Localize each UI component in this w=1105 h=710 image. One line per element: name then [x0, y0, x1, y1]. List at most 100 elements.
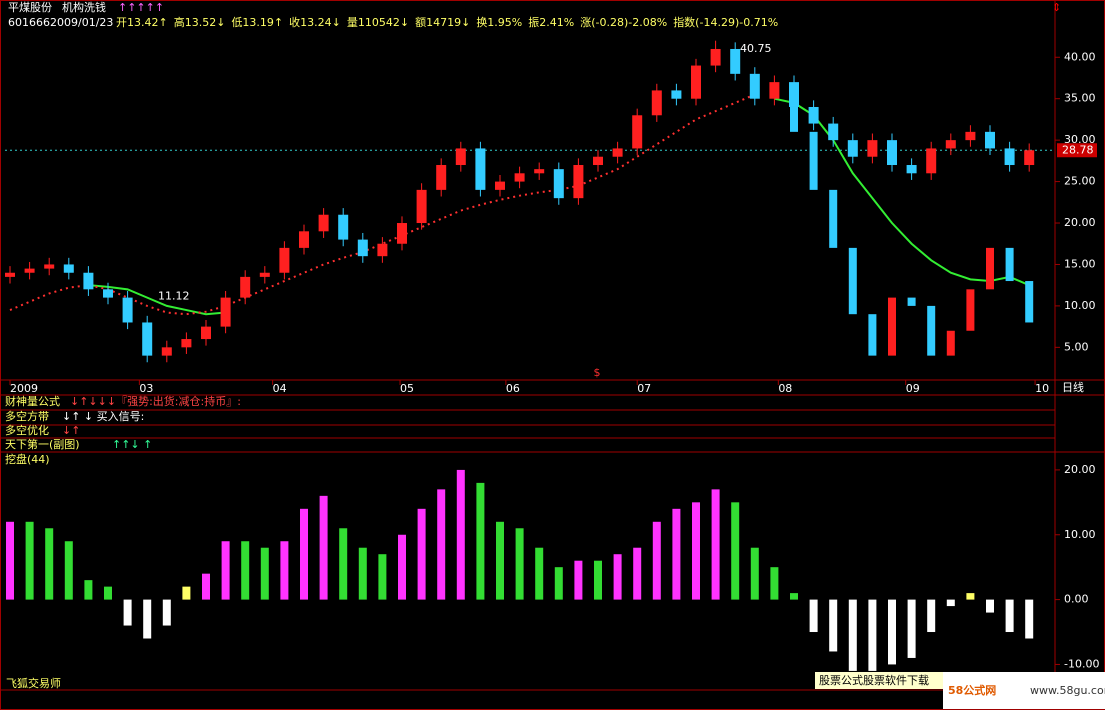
histogram-bar [260, 547, 269, 600]
quote-field: 高13.52↓ [174, 15, 226, 29]
histogram-bar [1005, 599, 1014, 633]
watermark-box [815, 672, 943, 689]
y-tick-label: 30.00 [1064, 133, 1096, 146]
last-price-label: 28.78 [1062, 143, 1094, 156]
watermark-url: www.58gu.com [1030, 684, 1105, 697]
quote-line: 开13.42↑ 高13.52↓ 低13.19↑ 收13.24↓ 量110542↓ 额147… [116, 15, 778, 29]
signal-marker: $ [594, 366, 601, 379]
candle-body [887, 140, 897, 166]
histogram-bar [64, 541, 73, 600]
candle-body [279, 247, 290, 273]
candle-body [749, 73, 760, 99]
period[interactable]: 日线 [1062, 380, 1084, 394]
histogram-bar [692, 502, 700, 600]
histogram-bar [652, 521, 661, 600]
indicator-name: 天下第一(副图) [5, 437, 80, 451]
histogram-bar [417, 508, 426, 600]
indicator-signals: ↓↑ ↓ 买入信号: [62, 410, 144, 423]
candle-body [5, 272, 15, 277]
overlay-bar [1005, 247, 1014, 282]
candle-body [867, 140, 878, 157]
y-tick-label: 10.00 [1064, 528, 1096, 541]
histogram-bar [6, 521, 14, 600]
candle-body [259, 272, 270, 277]
histogram-bar [241, 541, 250, 600]
x-tick-label: 08 [778, 382, 792, 395]
y-tick-label: 25.00 [1064, 175, 1096, 188]
software-name: 飞狐交易师 [6, 676, 61, 690]
candle-body [828, 123, 839, 141]
candle-body [632, 115, 643, 149]
histogram-bar [84, 580, 93, 600]
y-tick-label: 10.00 [1064, 299, 1096, 312]
y-tick-label: 35.00 [1064, 92, 1096, 105]
indicator-signals: ↓↑ [62, 424, 80, 437]
x-tick-label: 04 [273, 382, 287, 395]
close-icon[interactable]: ⇕ [1052, 1, 1061, 14]
sub-chart-title: 挖盘(44) [5, 452, 50, 466]
indicator-line [9, 93, 756, 316]
histogram-bar [1025, 599, 1034, 639]
overlay-bar [790, 106, 798, 132]
candle-body [769, 82, 780, 99]
candle-body [24, 268, 35, 273]
overlay-bar [966, 289, 975, 331]
overlay-bar [907, 297, 916, 306]
quote-field: 收13.24↓ [289, 15, 341, 29]
histogram-bar [339, 528, 348, 600]
overlay-bar [829, 189, 838, 248]
y-tick-label: -10.00 [1064, 657, 1099, 670]
candle-body [691, 65, 701, 99]
histogram-bar [848, 599, 857, 671]
overlay-bar [986, 247, 994, 290]
histogram-bar [986, 599, 994, 613]
y-tick-label: 40.00 [1064, 50, 1096, 63]
candle-body [416, 189, 427, 224]
last-price-box [1057, 143, 1097, 158]
quote-field: 开13.42↑ [116, 16, 168, 29]
indicator-name: 多空优化 [5, 423, 49, 437]
x-tick-label: 07 [637, 382, 651, 395]
overlay-bar [946, 330, 955, 356]
indicator-name: 多空方带 [5, 409, 49, 423]
candle-body [1024, 150, 1035, 166]
candle-body [318, 214, 329, 232]
histogram-bar [123, 599, 132, 626]
watermark-box [943, 672, 1105, 709]
candle-body [357, 239, 368, 257]
histogram-bar [574, 560, 583, 600]
histogram-bar [437, 489, 446, 600]
histogram-bar [45, 528, 54, 600]
candle-body [514, 173, 525, 182]
histogram-bar [927, 599, 936, 633]
quote-field: 换1.95% [476, 15, 522, 29]
watermark-logo: 58公式网 [948, 683, 996, 697]
x-tick-label: 06 [506, 382, 520, 395]
histogram-bar [104, 586, 112, 600]
x-tick-label: 05 [400, 382, 414, 395]
candle-body [103, 289, 113, 298]
candle-body [730, 48, 741, 74]
histogram-bar [829, 599, 838, 652]
candle-body [553, 169, 564, 199]
x-tick-label: 10 [1035, 382, 1049, 395]
candle-body [436, 165, 447, 190]
candle-body [573, 165, 584, 199]
overlay-bar [809, 131, 818, 190]
stock-code: 601666 [8, 16, 50, 29]
candle-body [965, 131, 976, 141]
histogram-bar [535, 547, 544, 600]
histogram-bar [515, 528, 524, 600]
candle-body [926, 148, 937, 174]
candle-body [63, 264, 74, 273]
histogram-bar [633, 547, 642, 600]
indicator-signals: ↓↑↓↓↓『强势:出货:减仓:持币』: [70, 394, 241, 408]
candle-body [651, 90, 662, 116]
candle-body [44, 264, 55, 269]
histogram-bar [25, 521, 34, 600]
overlay-bar [927, 305, 936, 356]
candle-body [122, 297, 133, 323]
candle-body [612, 148, 623, 157]
candle-body [83, 272, 94, 290]
